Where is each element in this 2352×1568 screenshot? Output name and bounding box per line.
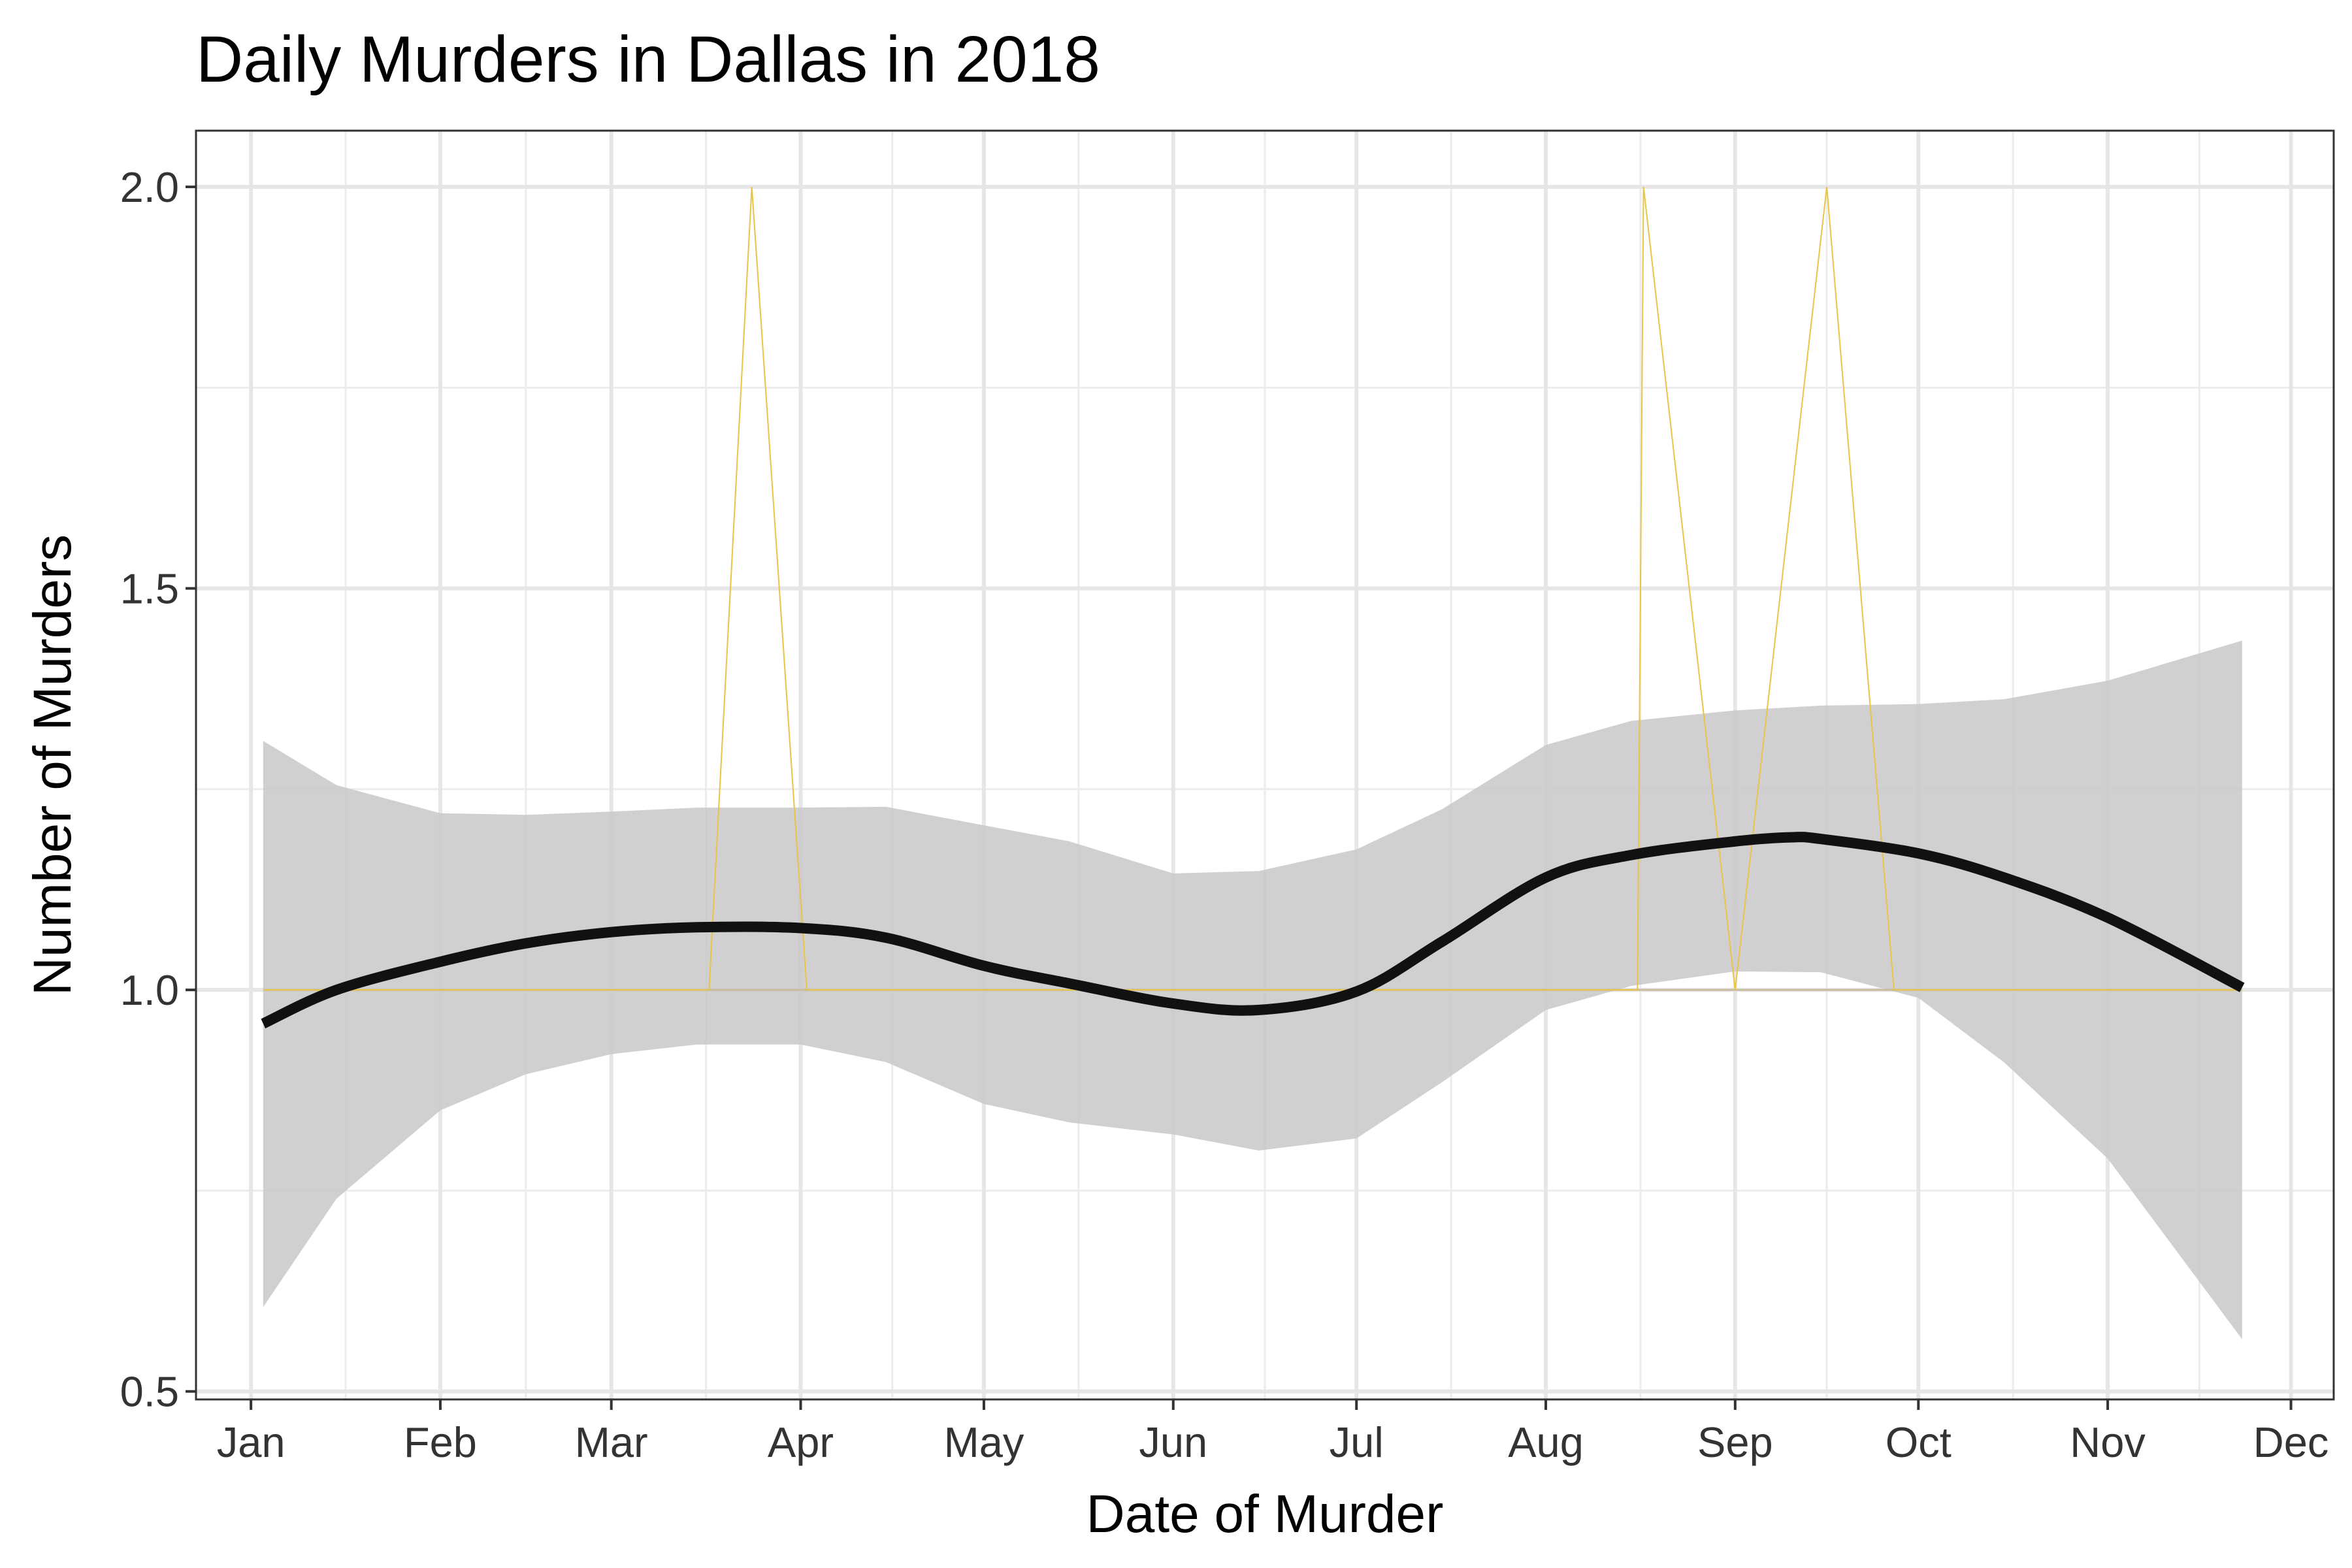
y-tick-label: 1.5 [120,565,179,613]
x-tick-label: Feb [404,1418,477,1466]
x-tick-label: Sep [1697,1418,1773,1466]
x-tick-label: Oct [1886,1418,1952,1466]
raw-series-layer [263,186,2242,991]
x-tick-label: Apr [768,1418,834,1466]
x-tick-label: Jun [1139,1418,1207,1466]
smooth-series-layer [261,832,2245,1029]
raw-daily-line [263,186,2242,991]
x-tick-label: Dec [2253,1418,2329,1466]
smooth-trend-line [261,832,2245,1029]
plot-panel-border [195,129,2335,1401]
y-tick-label: 0.5 [120,1368,179,1416]
x-tick-label: Jul [1330,1418,1384,1466]
x-axis-title: Date of Murder [1086,1484,1444,1544]
x-tick-label: Aug [1508,1418,1584,1466]
x-axis: Jan Feb Mar Apr May Jun Jul Aug Sep Oct Nov Dec [217,1399,2329,1466]
y-axis-title: Number of Murders [23,534,82,996]
x-tick-label: Mar [575,1418,648,1466]
x-tick-label: May [944,1418,1024,1466]
y-tick-label: 2.0 [120,163,179,211]
x-tick-label: Nov [2070,1418,2146,1466]
x-tick-label: Jan [217,1418,286,1466]
chart-title: Daily Murders in Dallas in 2018 [196,23,1100,96]
y-tick-label: 1.0 [120,966,179,1014]
y-axis: 0.5 1.0 1.5 2.0 [120,163,196,1416]
